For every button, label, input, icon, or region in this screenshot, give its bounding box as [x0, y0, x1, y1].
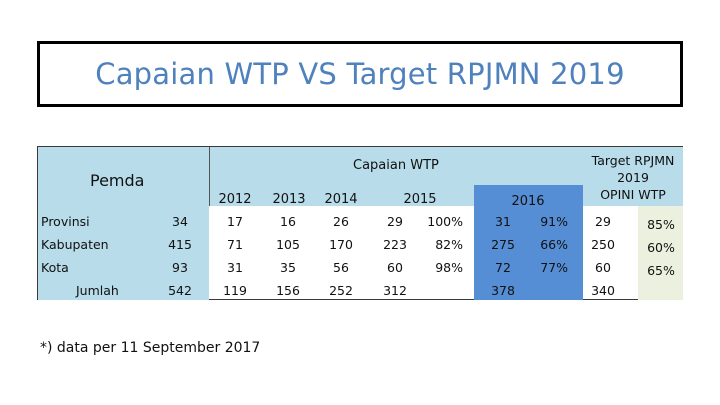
cell-kota-2015-pct: 98%: [435, 260, 463, 275]
cell-jumlah-target: 340: [591, 283, 615, 298]
cell-jumlah-2013: 156: [276, 283, 300, 298]
cell-provinsi-2016: 31: [495, 214, 511, 229]
cell-kabupaten-2016: 275: [491, 237, 515, 252]
cell-kabupaten-2015-pct: 82%: [435, 237, 463, 252]
header-target-line2: 2019: [617, 170, 649, 185]
row-label-jumlah: Jumlah: [76, 283, 119, 298]
header-year-2013: 2013: [272, 192, 306, 207]
header-target-line3: OPINI WTP: [600, 187, 666, 202]
page-title: Capaian WTP VS Target RPJMN 2019: [95, 57, 625, 91]
cell-provinsi-2016-pct: 91%: [540, 214, 568, 229]
row-label-kabupaten: Kabupaten: [41, 237, 109, 252]
cell-kota-2012: 31: [227, 260, 243, 275]
header-year-2015: 2015: [403, 192, 437, 207]
header-year-2016: 2016: [511, 194, 545, 209]
cell-kota-total: 93: [172, 260, 188, 275]
cell-kabupaten-2013: 105: [276, 237, 300, 252]
cell-kabupaten-2015: 223: [383, 237, 407, 252]
header-divider: [209, 147, 210, 206]
data-footnote: *) data per 11 September 2017: [40, 340, 261, 356]
year-2016-bg: [474, 185, 583, 300]
cell-kota-target-pct: 65%: [647, 263, 675, 278]
cell-kota-2014: 56: [333, 260, 349, 275]
cell-provinsi-target-pct: 85%: [647, 217, 675, 232]
header-year-2014: 2014: [324, 192, 358, 207]
header-capaian-wtp: Capaian WTP: [353, 158, 439, 173]
row-label-kota: Kota: [41, 260, 69, 275]
cell-kota-2015: 60: [387, 260, 403, 275]
cell-kabupaten-2016-pct: 66%: [540, 237, 568, 252]
cell-kabupaten-2012: 71: [227, 237, 243, 252]
data-table: Pemda Capaian WTP 2012 2013 2014 2015 20…: [37, 146, 683, 300]
label-column-bg: [38, 206, 209, 300]
cell-provinsi-2012: 17: [227, 214, 243, 229]
header-year-2012: 2012: [218, 192, 252, 207]
header-target-line1: Target RPJMN: [591, 153, 675, 168]
cell-provinsi-2015: 29: [387, 214, 403, 229]
target-pct-bg: [638, 206, 683, 300]
cell-jumlah-2014: 252: [329, 283, 353, 298]
cell-provinsi-target: 29: [595, 214, 611, 229]
row-label-provinsi: Provinsi: [41, 214, 90, 229]
header-target: Target RPJMN 2019 OPINI WTP: [583, 152, 683, 203]
cell-kabupaten-2014: 170: [329, 237, 353, 252]
cell-kota-2013: 35: [280, 260, 296, 275]
cell-kabupaten-target-pct: 60%: [647, 240, 675, 255]
cell-provinsi-2015-pct: 100%: [427, 214, 463, 229]
cell-provinsi-total: 34: [172, 214, 188, 229]
cell-provinsi-2013: 16: [280, 214, 296, 229]
cell-jumlah-2012: 119: [223, 283, 247, 298]
cell-jumlah-2016: 378: [491, 283, 515, 298]
target-header-bg: [583, 147, 683, 206]
cell-jumlah-total: 542: [168, 283, 192, 298]
cell-kota-target: 60: [595, 260, 611, 275]
header-pemda: Pemda: [90, 171, 145, 190]
cell-kabupaten-total: 415: [168, 237, 192, 252]
cell-kota-2016-pct: 77%: [540, 260, 568, 275]
cell-provinsi-2014: 26: [333, 214, 349, 229]
cell-jumlah-2015: 312: [383, 283, 407, 298]
cell-kota-2016: 72: [495, 260, 511, 275]
pemda-header-bg: [38, 147, 209, 206]
title-box: Capaian WTP VS Target RPJMN 2019: [37, 41, 683, 107]
cell-kabupaten-target: 250: [591, 237, 615, 252]
